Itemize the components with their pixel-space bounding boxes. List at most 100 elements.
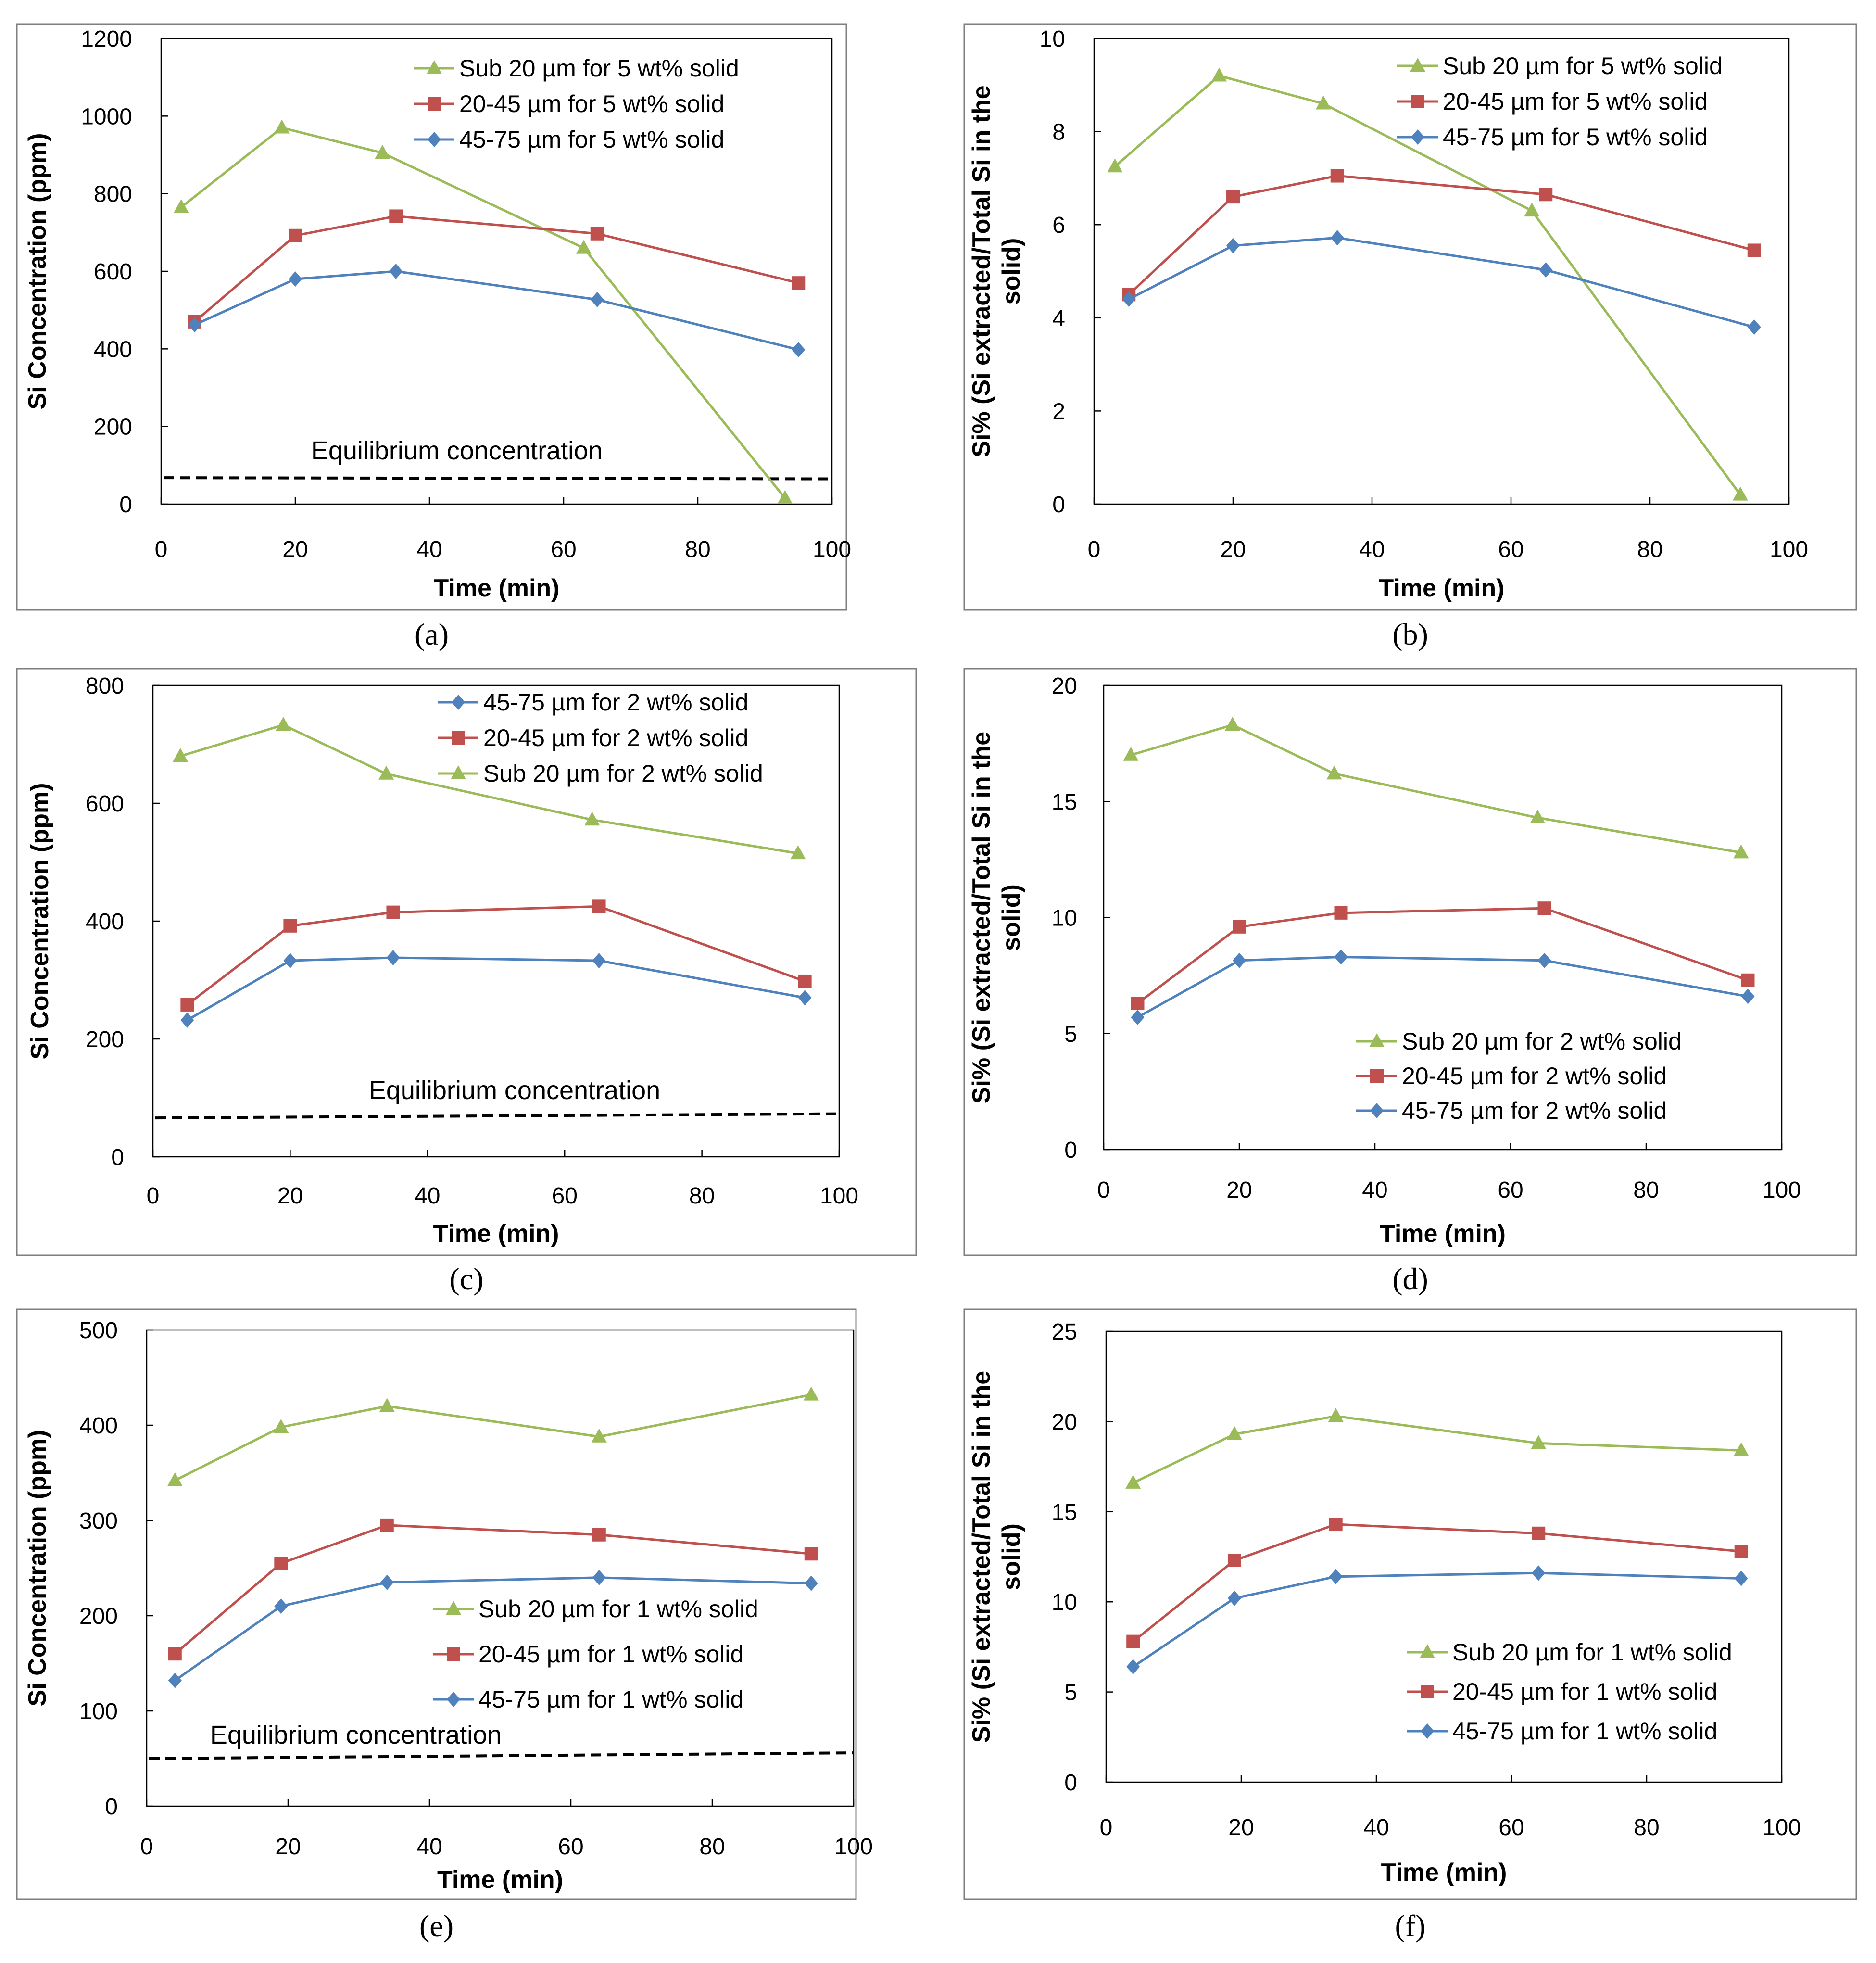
data-point-green [173, 199, 189, 213]
x-axis-label: Time (min) [434, 574, 560, 602]
data-point-green [1315, 95, 1331, 110]
x-tick-label: 60 [1498, 1815, 1524, 1840]
legend-marker [1411, 95, 1424, 108]
data-point-red [1747, 243, 1761, 257]
x-tick-label: 60 [558, 1834, 583, 1860]
chart-frame [963, 1308, 1857, 1900]
y-tick-label: 10 [1052, 1590, 1077, 1615]
legend-marker [446, 1601, 461, 1615]
legend-label: 45-75 µm for 5 wt% solid [459, 126, 724, 153]
data-point-blue [1131, 1009, 1145, 1025]
equilibrium-line [163, 476, 831, 481]
panel-tag: (f) [1395, 1909, 1426, 1943]
legend-marker [447, 1692, 460, 1707]
y-tick-label: 0 [119, 492, 132, 518]
data-point-green [378, 765, 394, 780]
legend-label: Sub 20 µm for 2 wt% solid [1402, 1028, 1682, 1055]
y-tick-label: 800 [94, 182, 132, 207]
data-point-blue [283, 953, 297, 969]
y-tick-label: 4 [1052, 306, 1065, 331]
x-tick-label: 0 [140, 1834, 153, 1860]
data-point-red [1329, 1518, 1343, 1532]
y-tick-label: 15 [1052, 1500, 1077, 1525]
data-point-blue [188, 317, 201, 333]
data-point-green [1123, 747, 1139, 761]
y-tick-label: 600 [86, 791, 124, 817]
x-tick-label: 100 [834, 1834, 873, 1860]
data-point-green [1224, 717, 1240, 731]
x-tick-label: 40 [1363, 1815, 1389, 1840]
legend-label: 45-75 µm for 2 wt% solid [1402, 1097, 1667, 1124]
legend-marker [427, 60, 442, 74]
y-axis-label: Si% (Si extracted/Total Si in thesolid) [968, 1371, 1025, 1743]
plot-area [146, 1329, 855, 1807]
x-tick-label: 80 [689, 1183, 715, 1209]
legend-marker [452, 695, 465, 710]
x-tick-label: 0 [155, 537, 168, 562]
data-point-green [1211, 67, 1227, 82]
y-axis-label-line: solid) [997, 884, 1025, 951]
y-tick-label: 0 [105, 1794, 118, 1820]
chart-panel-1: 0 200 400 600 800 1000 1200 0 20 40 60 80 100 Time (m… [16, 23, 851, 651]
data-point-green [276, 717, 291, 731]
chart-panel-4: 0 5 10 15 20 0 20 40 60 80 100 Time (min) Si% (Si ex… [963, 668, 1857, 1296]
data-point-blue [590, 291, 604, 307]
data-point-red [804, 1547, 818, 1561]
data-point-green [1524, 203, 1540, 217]
x-tick-label: 60 [551, 537, 576, 562]
y-axis-label: Si Concentration (ppm) [24, 1430, 51, 1707]
data-point-green [1326, 765, 1342, 780]
x-axis-label: Time (min) [1379, 574, 1505, 602]
y-tick-label: 400 [94, 337, 132, 362]
y-tick-label: 400 [79, 1413, 118, 1439]
y-axis-label: Si% (Si extracted/Total Si in thesolid) [968, 85, 1025, 457]
x-tick-label: 80 [699, 1834, 725, 1860]
x-tick-label: 40 [416, 1834, 442, 1860]
y-tick-label: 20 [1052, 673, 1077, 699]
chart-panel-3: 0 200 400 600 800 0 20 40 60 80 100 Time (min) Si Co… [16, 668, 917, 1296]
legend-label: 45-75 µm for 1 wt% solid [478, 1686, 743, 1713]
equilibrium-label: Equilibrium concentration [210, 1721, 502, 1749]
data-point-green [1733, 1442, 1749, 1456]
plot-area [1105, 1330, 1783, 1783]
y-axis-label-line: solid) [997, 238, 1025, 305]
y-tick-label: 10 [1040, 26, 1065, 52]
data-point-green [1531, 1435, 1547, 1449]
data-point-blue [1747, 319, 1761, 335]
data-point-blue [1734, 1570, 1748, 1586]
data-point-red [1233, 920, 1246, 934]
data-point-blue [592, 1570, 606, 1585]
data-point-green [1226, 1426, 1242, 1440]
x-tick-label: 20 [1220, 537, 1246, 562]
legend-marker [1411, 129, 1424, 145]
x-tick-label: 40 [1362, 1178, 1387, 1203]
y-axis-label-line: Si% (Si extracted/Total Si in the [968, 732, 995, 1103]
data-point-red [1126, 1634, 1140, 1648]
y-tick-label: 200 [79, 1604, 118, 1629]
y-tick-label: 0 [111, 1145, 124, 1170]
data-point-blue [1226, 238, 1240, 253]
y-tick-label: 5 [1064, 1680, 1077, 1706]
x-tick-label: 60 [552, 1183, 578, 1209]
legend-marker [1421, 1723, 1434, 1739]
y-tick-label: 20 [1052, 1409, 1077, 1435]
data-point-red [1334, 906, 1348, 920]
data-point-red [590, 227, 604, 241]
x-tick-label: 40 [1359, 537, 1385, 562]
legend-marker [451, 765, 466, 779]
y-tick-label: 0 [1064, 1770, 1077, 1796]
legend-marker [1370, 1069, 1384, 1083]
y-axis-label-line: Si% (Si extracted/Total Si in the [968, 85, 995, 457]
data-point-green [1328, 1408, 1344, 1422]
legend-label: Sub 20 µm for 1 wt% solid [1452, 1639, 1732, 1666]
data-point-blue [389, 264, 403, 279]
data-point-red [1537, 901, 1551, 915]
data-point-green [1733, 844, 1749, 859]
data-point-blue [1227, 1590, 1241, 1606]
data-point-green [591, 1428, 607, 1443]
x-tick-label: 0 [1088, 537, 1101, 562]
data-point-green [584, 811, 600, 826]
legend-label: 20-45 µm for 5 wt% solid [459, 90, 724, 117]
